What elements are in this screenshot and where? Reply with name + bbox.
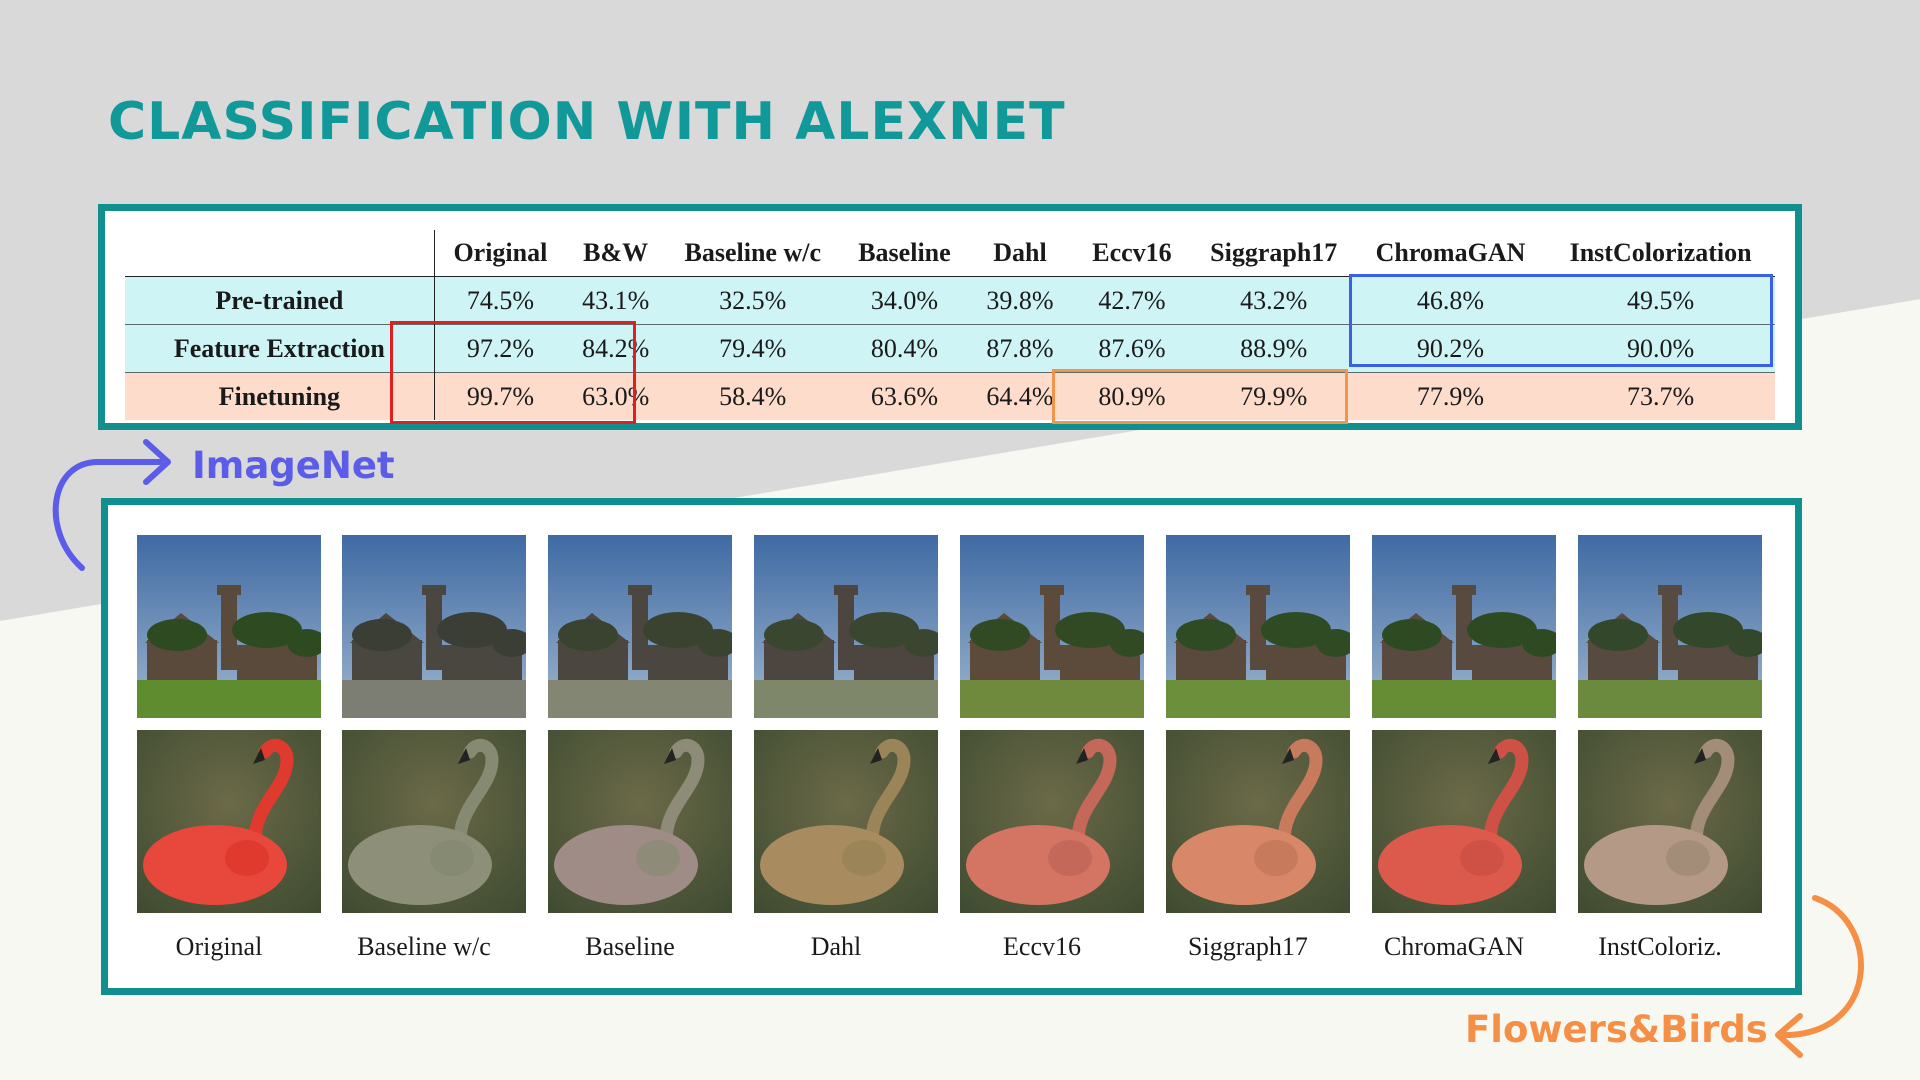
table-cell: 79.9%	[1192, 372, 1355, 420]
table-cell: 80.4%	[840, 324, 969, 373]
table-cell: 42.7%	[1098, 285, 1166, 315]
castle-image	[548, 535, 732, 718]
flamingo-image	[342, 730, 526, 913]
column-header: Siggraph17	[1192, 230, 1355, 277]
table-cell: 46.8%	[1416, 285, 1485, 315]
row-label: Pre-trained	[125, 276, 435, 325]
column-header: Original	[434, 230, 567, 277]
image-caption: InstColoriz.	[1598, 932, 1722, 961]
table-cell: 58.4%	[665, 372, 841, 420]
column-header: InstColorization	[1546, 230, 1775, 277]
flamingo-image	[960, 730, 1144, 913]
table-cell: 79.4%	[665, 324, 841, 373]
table-cell: 32.5%	[719, 285, 787, 315]
flamingo-image	[137, 730, 321, 913]
table-cell: 77.9%	[1354, 372, 1547, 420]
flamingo-image	[548, 730, 732, 913]
imagenet-label: ImageNet	[192, 444, 395, 487]
flamingo-image	[1578, 730, 1762, 913]
table-cell: 84.2%	[566, 324, 666, 373]
table-cell: 80.9%	[1071, 372, 1193, 420]
castle-image	[754, 535, 938, 718]
column-header: Baseline w/c	[665, 230, 841, 277]
table-cell: 63.0%	[566, 372, 666, 420]
image-caption: Siggraph17	[1188, 932, 1308, 961]
image-caption: Original	[175, 932, 263, 961]
column-header: Dahl	[968, 230, 1072, 277]
table-cell: 87.8%	[968, 324, 1072, 373]
table-row: Pre-trained 74.5% 43.1% 32.5% 34.0% 39.8% 42.7…	[125, 276, 1775, 325]
results-table-panel: Original B&W Baseline w/c Baseline Dahl Eccv1…	[98, 204, 1802, 430]
image-caption: Eccv16	[1003, 932, 1081, 961]
image-caption: ChromaGAN	[1383, 932, 1525, 961]
highlight-box-orange	[1052, 369, 1348, 424]
table-cell: 43.2%	[1240, 285, 1308, 315]
flowers-birds-label: Flowers&Birds	[1465, 1008, 1768, 1051]
column-header: ChromaGAN	[1354, 230, 1547, 277]
image-caption: Baseline	[585, 932, 675, 961]
table-cell: 39.8%	[986, 285, 1054, 315]
castle-image	[137, 535, 321, 718]
flamingo-image	[1372, 730, 1556, 913]
table-header-row: Original B&W Baseline w/c Baseline Dahl Eccv1…	[125, 230, 1775, 277]
table-cell: 63.6%	[840, 372, 969, 420]
table-cell: 43.1%	[582, 285, 650, 315]
column-header: Baseline	[840, 230, 969, 277]
castle-image	[1166, 535, 1350, 718]
results-table: Original B&W Baseline w/c Baseline Dahl Eccv1…	[125, 230, 1775, 420]
table-corner-cell	[125, 230, 435, 277]
column-header: B&W	[566, 230, 666, 277]
row-label: Finetuning	[125, 372, 435, 420]
flamingo-image	[754, 730, 938, 913]
highlight-box-blue	[1349, 274, 1773, 367]
image-caption: Baseline w/c	[357, 932, 491, 961]
flamingo-image	[1166, 730, 1350, 913]
table-cell: 74.5%	[466, 285, 534, 315]
castle-image	[1372, 535, 1556, 718]
table-cell: 87.6%	[1071, 324, 1193, 373]
column-header: Eccv16	[1071, 230, 1193, 277]
row-label: Feature Extraction	[125, 324, 435, 373]
table-cell: 97.2%	[434, 324, 567, 373]
table-cell: 99.7%	[434, 372, 567, 420]
castle-image	[960, 535, 1144, 718]
castle-image	[342, 535, 526, 718]
castle-image	[1578, 535, 1762, 718]
table-cell: 49.5%	[1627, 285, 1695, 315]
slide-title: CLASSIFICATION WITH ALEXNET	[108, 92, 1066, 152]
table-cell: 88.9%	[1192, 324, 1355, 373]
table-row: Finetuning 99.7% 63.0% 58.4% 63.6% 64.4% 80.9%…	[125, 372, 1775, 420]
highlight-box-red	[390, 321, 636, 424]
table-cell: 73.7%	[1546, 372, 1775, 420]
image-caption: Dahl	[810, 932, 862, 961]
table-cell: 34.0%	[870, 285, 939, 315]
